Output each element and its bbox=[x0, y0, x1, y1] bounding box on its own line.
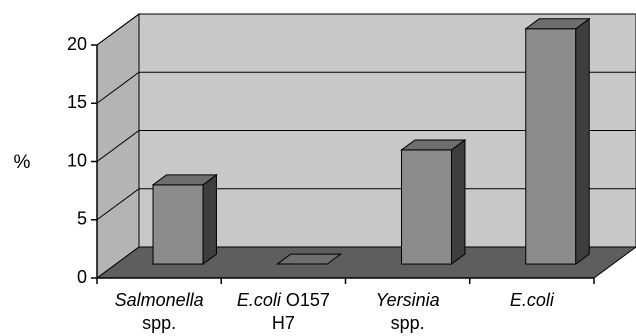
bar bbox=[275, 253, 343, 265]
category-label: Yersinia bbox=[376, 290, 440, 310]
bar-top bbox=[400, 139, 467, 151]
category-label: spp. bbox=[391, 313, 425, 333]
y-tick-label: 20 bbox=[67, 34, 87, 54]
category-labels: Salmonella spp. E.coli O157 H7 Yersinia spp. E… bbox=[115, 290, 555, 333]
y-tick-label: 10 bbox=[67, 150, 87, 170]
category-label: H7 bbox=[272, 313, 295, 333]
bar-front bbox=[525, 28, 577, 265]
gridline bbox=[96, 13, 636, 46]
y-axis-ticks: 0 5 10 15 20 bbox=[67, 34, 97, 287]
bar bbox=[524, 17, 591, 266]
y-tick-label: 15 bbox=[67, 92, 87, 112]
bar bbox=[151, 173, 218, 266]
bar-side bbox=[202, 173, 217, 266]
category-label: E.coli O157 bbox=[237, 290, 330, 310]
gridlines bbox=[96, 13, 636, 221]
bar-front bbox=[401, 149, 453, 265]
gridline bbox=[96, 188, 636, 221]
y-tick-label: 0 bbox=[77, 267, 87, 287]
bar-top bbox=[151, 174, 218, 186]
bar-front bbox=[152, 184, 204, 265]
category-label: spp. bbox=[142, 313, 176, 333]
category-label: E.coli bbox=[510, 290, 555, 310]
y-axis-label: % bbox=[14, 152, 31, 173]
bar-top bbox=[275, 253, 343, 265]
gridline bbox=[96, 130, 636, 162]
bar-side bbox=[575, 17, 590, 266]
bar-side bbox=[451, 138, 466, 266]
y-tick-label: 5 bbox=[77, 209, 87, 229]
gridline bbox=[96, 71, 636, 104]
x-axis-ticks bbox=[96, 278, 595, 284]
bar bbox=[400, 138, 467, 266]
category-label: Salmonella bbox=[115, 290, 204, 310]
bars bbox=[151, 17, 591, 266]
bar-top bbox=[524, 18, 591, 30]
